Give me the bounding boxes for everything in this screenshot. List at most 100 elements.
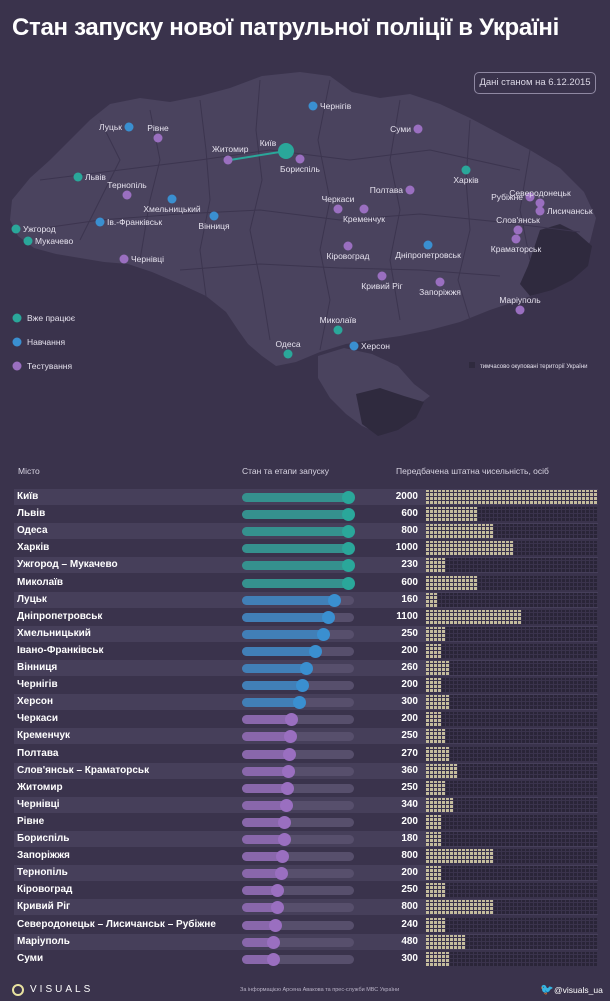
map-marker-Северодонецьк[interactable] <box>535 198 545 208</box>
map-marker-Кривий Ріг[interactable] <box>377 271 387 281</box>
footer-social-handle[interactable]: @visuals_ua <box>554 985 603 995</box>
table-row: Бориспіль 180 <box>14 831 598 847</box>
staff-blocks-fill <box>426 626 446 641</box>
map-marker-Тернопіль[interactable] <box>122 190 132 200</box>
staff-blocks <box>426 643 598 658</box>
row-staff-count: 800 <box>401 901 418 913</box>
row-city: Слов'янськ – Краматорськ <box>17 764 150 776</box>
map-marker-Ів.-Франківськ[interactable] <box>95 217 105 227</box>
table-row: Вінниця 260 <box>14 660 598 676</box>
table-row: Северодонецьк – Лисичанськ – Рубіжне 240 <box>14 917 598 933</box>
staff-blocks-fill <box>426 866 442 881</box>
twitter-icon[interactable]: 🐦 <box>540 984 554 996</box>
staff-blocks-fill <box>426 814 442 829</box>
map-marker-Чернівці[interactable] <box>119 254 129 264</box>
map-marker-Дніпропетровськ[interactable] <box>423 240 433 250</box>
row-city: Хмельницький <box>17 627 91 639</box>
map-marker-Херсон[interactable] <box>349 341 359 351</box>
row-city: Маріуполь <box>17 935 70 947</box>
map-label-Краматорськ: Краматорськ <box>491 244 542 254</box>
stage-progress-track <box>242 713 354 727</box>
stage-progress-dot <box>328 593 341 607</box>
map-marker-Рівне[interactable] <box>153 133 163 143</box>
staff-blocks <box>426 763 598 778</box>
map-label-Одеса: Одеса <box>275 339 300 349</box>
row-city: Дніпропетровськ <box>17 610 103 622</box>
stage-progress-fill <box>242 527 348 537</box>
stage-progress-track <box>242 644 354 658</box>
table-row: Кременчук 250 <box>14 728 598 745</box>
table-row: Ужгород – Мукачево 230 <box>14 557 598 574</box>
map-marker-Львів[interactable] <box>73 172 83 182</box>
stage-progress-dot <box>317 627 330 641</box>
col-city-header: Місто <box>18 466 40 476</box>
stage-progress-track <box>242 798 354 812</box>
table-row: Харків 1000 <box>14 540 598 556</box>
row-city: Полтава <box>17 747 59 759</box>
staff-blocks <box>426 780 598 795</box>
map-label-Лисичанськ: Лисичанськ <box>547 206 593 216</box>
map-marker-Лисичанськ[interactable] <box>535 206 545 216</box>
map-marker-Ужгород[interactable] <box>11 224 21 234</box>
map-marker-Хмельницький[interactable] <box>167 194 177 204</box>
row-staff-count: 800 <box>401 850 418 862</box>
map-label-Чернігів: Чернігів <box>320 101 352 111</box>
table-row: Слов'янськ – Краматорськ 360 <box>14 762 598 779</box>
map-marker-Чернігів[interactable] <box>308 101 318 111</box>
staff-blocks-fill <box>426 712 442 727</box>
staff-blocks-fill <box>426 780 446 795</box>
table-row: Одеса 800 <box>14 523 598 540</box>
row-staff-count: 250 <box>401 627 418 639</box>
stage-progress-track <box>242 884 354 898</box>
map-marker-Слов'янськ[interactable] <box>513 225 523 235</box>
map-marker-Полтава[interactable] <box>405 185 415 195</box>
map-marker-Суми[interactable] <box>413 124 423 134</box>
map-marker-Черкаси[interactable] <box>333 204 343 214</box>
footer-logo[interactable]: VISUALS <box>30 984 94 995</box>
stage-progress-track <box>242 610 354 624</box>
occupied-territory <box>356 224 592 436</box>
map-marker-Мукачево[interactable] <box>23 236 33 246</box>
map-marker-Харків[interactable] <box>461 165 471 175</box>
occupied-legend-label: тимчасово окуповані території України <box>480 364 588 370</box>
stage-progress-fill <box>242 510 348 520</box>
map-label-Рубіжне: Рубіжне <box>491 192 523 202</box>
row-staff-count: 600 <box>401 576 418 588</box>
map-marker-Краматорськ[interactable] <box>511 234 521 244</box>
map-marker-Кременчук[interactable] <box>359 204 369 214</box>
stage-progress-dot <box>342 508 355 522</box>
staff-blocks <box>426 951 598 966</box>
row-city: Київ <box>17 491 39 502</box>
map-marker-Луцьк[interactable] <box>124 122 134 132</box>
map-marker-Рубіжне[interactable] <box>525 192 535 202</box>
col-staff-header: Передбачена штатна чисельність, осіб <box>396 466 549 476</box>
staff-blocks-fill <box>426 609 522 624</box>
stage-progress-fill <box>242 835 284 844</box>
map-marker-Одеса[interactable] <box>283 349 293 359</box>
staff-blocks-fill <box>426 729 446 744</box>
row-staff-count: 200 <box>401 644 418 656</box>
row-city: Рівне <box>17 815 45 827</box>
row-city: Бориспіль <box>17 833 70 844</box>
map-marker-Запоріжжя[interactable] <box>435 277 445 287</box>
date-badge: Дані станом на 6.12.2015 <box>474 72 596 94</box>
map-marker-Київ[interactable] <box>278 143 294 159</box>
staff-blocks-fill <box>426 507 478 522</box>
staff-blocks-fill <box>426 797 454 812</box>
row-city: Суми <box>17 952 44 964</box>
stage-progress-track <box>242 730 354 744</box>
map-label-Харків: Харків <box>453 175 479 185</box>
stage-progress-track <box>242 559 355 573</box>
map-marker-Вінниця[interactable] <box>209 211 219 221</box>
staff-blocks <box>426 592 598 607</box>
map-label-Северодонецьк: Северодонецьк <box>509 188 571 198</box>
map-marker-Бориспіль[interactable] <box>295 154 305 164</box>
row-city: Кривий Ріг <box>17 901 71 913</box>
map-legend: Вже працює Навчання Тестування <box>12 313 76 371</box>
map-marker-Миколаїв[interactable] <box>333 325 343 335</box>
map-marker-Кіровоград[interactable] <box>343 241 353 251</box>
map-marker-Житомир[interactable] <box>223 155 233 165</box>
staff-blocks <box>426 934 598 949</box>
map-marker-Маріуполь[interactable] <box>515 305 525 315</box>
staff-blocks <box>426 695 598 710</box>
